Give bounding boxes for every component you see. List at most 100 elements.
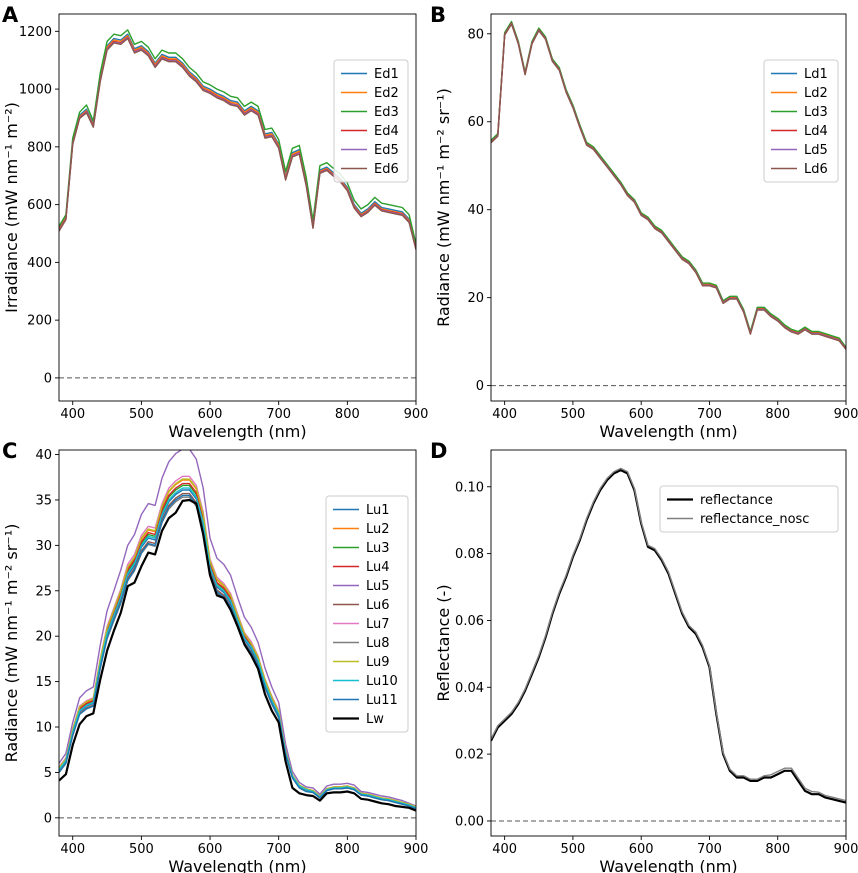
panel-c-y-tick-label: 15 bbox=[35, 675, 52, 690]
panel-b-y-tick-label: 20 bbox=[467, 291, 484, 306]
panel-c-series-lu5 bbox=[59, 450, 416, 807]
panel-d: D 400 500 600 700 800 900 0.00 0.02 0.04 0.06 0.08 0… bbox=[430, 439, 858, 873]
panel-a-y-tick-label: 200 bbox=[27, 314, 52, 329]
panel-a-y-tick-label: 0 bbox=[44, 371, 52, 386]
panel-d-x-tick-label: 500 bbox=[561, 842, 586, 857]
panel-a-letter: A bbox=[2, 3, 19, 27]
panel-a-x-tick-label: 900 bbox=[404, 407, 429, 422]
panel-a-series-ed6 bbox=[59, 37, 416, 250]
panel-a-legend-label: Ed4 bbox=[374, 124, 399, 139]
panel-a-x-tick-label: 500 bbox=[129, 407, 154, 422]
panel-a-y-tick-label: 400 bbox=[27, 256, 52, 271]
panel-d-legend-label: reflectance_nosc bbox=[700, 512, 809, 527]
panel-a-legend-frame bbox=[333, 59, 409, 183]
panel-c-y-tick-label: 30 bbox=[35, 539, 52, 554]
panel-d-series-reflectance_nosc bbox=[491, 467, 846, 802]
panel-a-series-ed1 bbox=[59, 33, 416, 247]
panel-b-y-tick-label: 40 bbox=[467, 203, 484, 218]
panel-b-legend-frame bbox=[763, 59, 839, 183]
panel-b-x-tick-label: 500 bbox=[561, 407, 586, 422]
panel-a-legend-label: Ed6 bbox=[374, 162, 399, 177]
panel-b-legend-label: Ld5 bbox=[804, 143, 828, 158]
panel-b-letter: B bbox=[430, 3, 446, 27]
panel-d-legend-label: reflectance bbox=[700, 493, 773, 508]
panel-b-legend-label: Ld1 bbox=[804, 67, 828, 82]
panel-c-letter: C bbox=[2, 439, 17, 463]
panel-d-x-tick-label: 400 bbox=[492, 842, 517, 857]
panel-c-x-tick-label: 600 bbox=[198, 842, 223, 857]
panel-a-legend-label: Ed5 bbox=[374, 143, 399, 158]
panel-c-series-group bbox=[59, 450, 416, 812]
panel-c-x-tick-label: 900 bbox=[404, 842, 429, 857]
panel-c-y-tick-label: 35 bbox=[35, 493, 52, 508]
panel-b-x-axis-label: Wavelength (nm) bbox=[599, 422, 737, 441]
panel-a-legend-label: Ed1 bbox=[374, 67, 399, 82]
panel-a-x-tick-label: 600 bbox=[198, 407, 223, 422]
panel-c-legend-label: Lu10 bbox=[366, 674, 398, 689]
panel-a: A 400 500 600 700 800 900 0 200 400 600 800 1000 1200… bbox=[2, 3, 428, 441]
panel-d-x-tick-label: 600 bbox=[629, 842, 654, 857]
panel-d-y-tick-label: 0.00 bbox=[455, 814, 484, 829]
panel-b-x-tick-label: 600 bbox=[629, 407, 654, 422]
panel-c-legend-label: Lu5 bbox=[366, 579, 390, 594]
panel-c-legend-label: Lw bbox=[366, 712, 384, 727]
panel-c-x-tick-label: 500 bbox=[129, 842, 154, 857]
panel-c-legend-frame bbox=[325, 495, 409, 733]
panel-c-y-axis-label: Radiance (mW nm⁻¹ m⁻² sr⁻¹) bbox=[2, 524, 21, 763]
panel-b-y-tick-label: 0 bbox=[476, 379, 484, 394]
panel-a-legend: Ed1 Ed2 Ed3 Ed4 Ed5 Ed6 bbox=[333, 59, 409, 183]
panel-c-legend-label: Lu4 bbox=[366, 560, 390, 575]
panel-b-y-axis-label: Radiance (mW nm⁻¹ m⁻² sr⁻¹) bbox=[434, 88, 453, 327]
panel-b-x-tick-label: 800 bbox=[765, 407, 790, 422]
panel-d-legend: reflectance reflectance_nosc bbox=[659, 485, 839, 533]
panel-d-legend-frame bbox=[659, 485, 839, 533]
panel-c-y-tick-label: 10 bbox=[35, 721, 52, 736]
panel-d-y-tick-label: 0.08 bbox=[455, 547, 484, 562]
panel-a-y-tick-label: 600 bbox=[27, 198, 52, 213]
panel-d-y-tick-label: 0.04 bbox=[455, 681, 484, 696]
panel-d-y-tick-label: 0.10 bbox=[455, 480, 484, 495]
panel-a-legend-label: Ed3 bbox=[374, 105, 399, 120]
panel-c-y-tick-label: 40 bbox=[35, 448, 52, 463]
panel-b-series-group bbox=[491, 20, 846, 350]
panel-c-axes bbox=[58, 449, 417, 837]
panel-b-legend-label: Ld2 bbox=[804, 86, 828, 101]
panel-d-y-tick-label: 0.06 bbox=[455, 614, 484, 629]
panel-a-x-tick-label: 400 bbox=[60, 407, 85, 422]
panel-c-y-tick-label: 25 bbox=[35, 584, 52, 599]
panel-b-x-tick-label: 700 bbox=[697, 407, 722, 422]
panel-b-series-ld6 bbox=[491, 23, 846, 350]
panel-c-x-tick-label: 700 bbox=[266, 842, 291, 857]
panel-b-legend-label: Ld3 bbox=[804, 105, 828, 120]
panel-a-y-axis-label: Irradiance (mW nm⁻¹ m⁻²) bbox=[2, 102, 21, 313]
panel-c-x-tick-label: 400 bbox=[60, 842, 85, 857]
panel-c-x-tick-label: 800 bbox=[335, 842, 360, 857]
panel-d-series-group bbox=[491, 467, 846, 804]
panel-d-axes bbox=[490, 449, 847, 837]
panel-c-legend-label: Lu7 bbox=[366, 617, 390, 632]
panel-c-y-tick-label: 5 bbox=[44, 766, 52, 781]
panel-b-legend-label: Ld4 bbox=[804, 124, 828, 139]
panel-c: C 400 500 600 700 800 900 0 5 10 15 20 25 30 35 40 Wavel… bbox=[2, 439, 428, 873]
panel-b-x-tick-label: 900 bbox=[834, 407, 858, 422]
panel-d-x-axis-label: Wavelength (nm) bbox=[599, 857, 737, 873]
panel-c-x-axis-label: Wavelength (nm) bbox=[168, 857, 306, 873]
panel-b-legend-label: Ld6 bbox=[804, 162, 828, 177]
panel-b-y-tick-label: 60 bbox=[467, 115, 484, 130]
panel-b: B 400 500 600 700 800 900 0 20 40 60 80 Wavelength (… bbox=[430, 3, 858, 441]
panel-c-legend-label: Lu11 bbox=[366, 693, 398, 708]
panel-a-axes bbox=[58, 13, 417, 402]
panel-b-legend: Ld1 Ld2 Ld3 Ld4 Ld5 Ld6 bbox=[763, 59, 839, 183]
panel-c-y-tick-label: 20 bbox=[35, 630, 52, 645]
panel-c-series-lu9 bbox=[59, 478, 416, 808]
panel-b-y-tick-label: 80 bbox=[467, 27, 484, 42]
panel-a-y-tick-label: 800 bbox=[27, 140, 52, 155]
panel-a-y-tick-label: 1200 bbox=[19, 25, 52, 40]
panel-d-x-tick-label: 800 bbox=[765, 842, 790, 857]
panel-a-y-tick-label: 1000 bbox=[19, 83, 52, 98]
panel-a-series-group bbox=[59, 29, 416, 250]
panel-d-y-axis-label: Reflectance (-) bbox=[434, 584, 453, 701]
panel-d-letter: D bbox=[430, 439, 447, 463]
panel-c-series-lw bbox=[59, 498, 416, 812]
